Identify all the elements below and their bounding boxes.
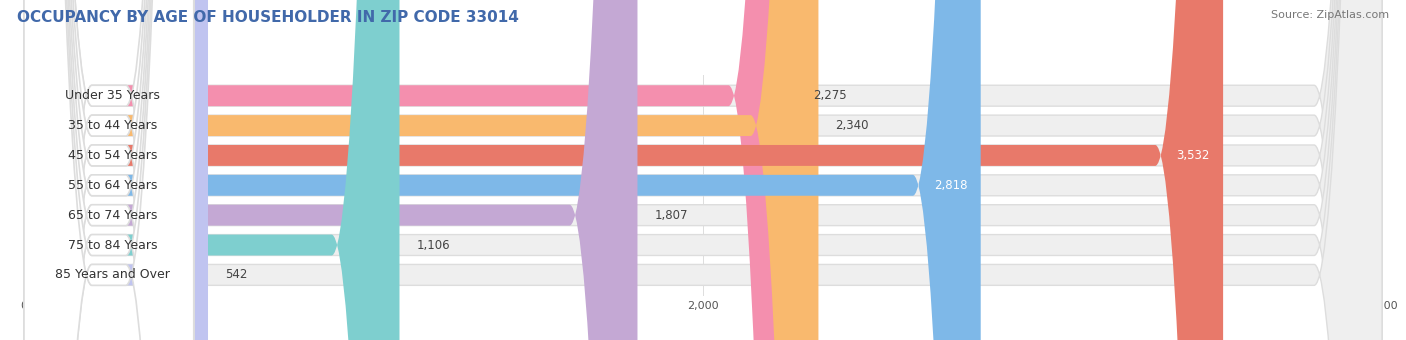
Text: OCCUPANCY BY AGE OF HOUSEHOLDER IN ZIP CODE 33014: OCCUPANCY BY AGE OF HOUSEHOLDER IN ZIP C… bbox=[17, 10, 519, 25]
Text: Under 35 Years: Under 35 Years bbox=[65, 89, 160, 102]
FancyBboxPatch shape bbox=[24, 0, 1382, 340]
Text: 55 to 64 Years: 55 to 64 Years bbox=[67, 179, 157, 192]
FancyBboxPatch shape bbox=[24, 0, 1382, 340]
Text: 2,818: 2,818 bbox=[934, 179, 967, 192]
FancyBboxPatch shape bbox=[24, 0, 1382, 340]
FancyBboxPatch shape bbox=[24, 0, 818, 340]
Text: 65 to 74 Years: 65 to 74 Years bbox=[67, 209, 157, 222]
Text: 35 to 44 Years: 35 to 44 Years bbox=[67, 119, 157, 132]
FancyBboxPatch shape bbox=[24, 0, 194, 340]
Text: 85 Years and Over: 85 Years and Over bbox=[55, 268, 170, 282]
Text: 75 to 84 Years: 75 to 84 Years bbox=[67, 239, 157, 252]
FancyBboxPatch shape bbox=[24, 0, 1382, 340]
Text: 2,275: 2,275 bbox=[813, 89, 846, 102]
FancyBboxPatch shape bbox=[24, 0, 194, 340]
FancyBboxPatch shape bbox=[24, 0, 637, 340]
FancyBboxPatch shape bbox=[24, 0, 399, 340]
FancyBboxPatch shape bbox=[24, 0, 208, 340]
Text: 2,340: 2,340 bbox=[835, 119, 869, 132]
Text: 1,106: 1,106 bbox=[416, 239, 450, 252]
FancyBboxPatch shape bbox=[24, 0, 1382, 340]
FancyBboxPatch shape bbox=[24, 0, 796, 340]
FancyBboxPatch shape bbox=[24, 0, 194, 340]
FancyBboxPatch shape bbox=[24, 0, 1382, 340]
Text: 1,807: 1,807 bbox=[654, 209, 688, 222]
Text: Source: ZipAtlas.com: Source: ZipAtlas.com bbox=[1271, 10, 1389, 20]
FancyBboxPatch shape bbox=[24, 0, 1382, 340]
FancyBboxPatch shape bbox=[24, 0, 1223, 340]
Text: 542: 542 bbox=[225, 268, 247, 282]
FancyBboxPatch shape bbox=[24, 0, 194, 340]
Text: 45 to 54 Years: 45 to 54 Years bbox=[67, 149, 157, 162]
FancyBboxPatch shape bbox=[24, 0, 194, 340]
FancyBboxPatch shape bbox=[24, 0, 981, 340]
Text: 3,532: 3,532 bbox=[1177, 149, 1209, 162]
FancyBboxPatch shape bbox=[24, 0, 194, 340]
FancyBboxPatch shape bbox=[24, 0, 194, 340]
